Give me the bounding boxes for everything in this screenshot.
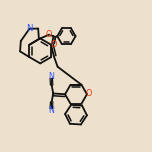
Text: N: N (48, 106, 54, 115)
Text: N: N (48, 72, 54, 81)
Text: O: O (46, 30, 52, 39)
Text: O: O (85, 89, 92, 98)
Text: O: O (51, 40, 57, 49)
Text: N: N (26, 24, 33, 33)
